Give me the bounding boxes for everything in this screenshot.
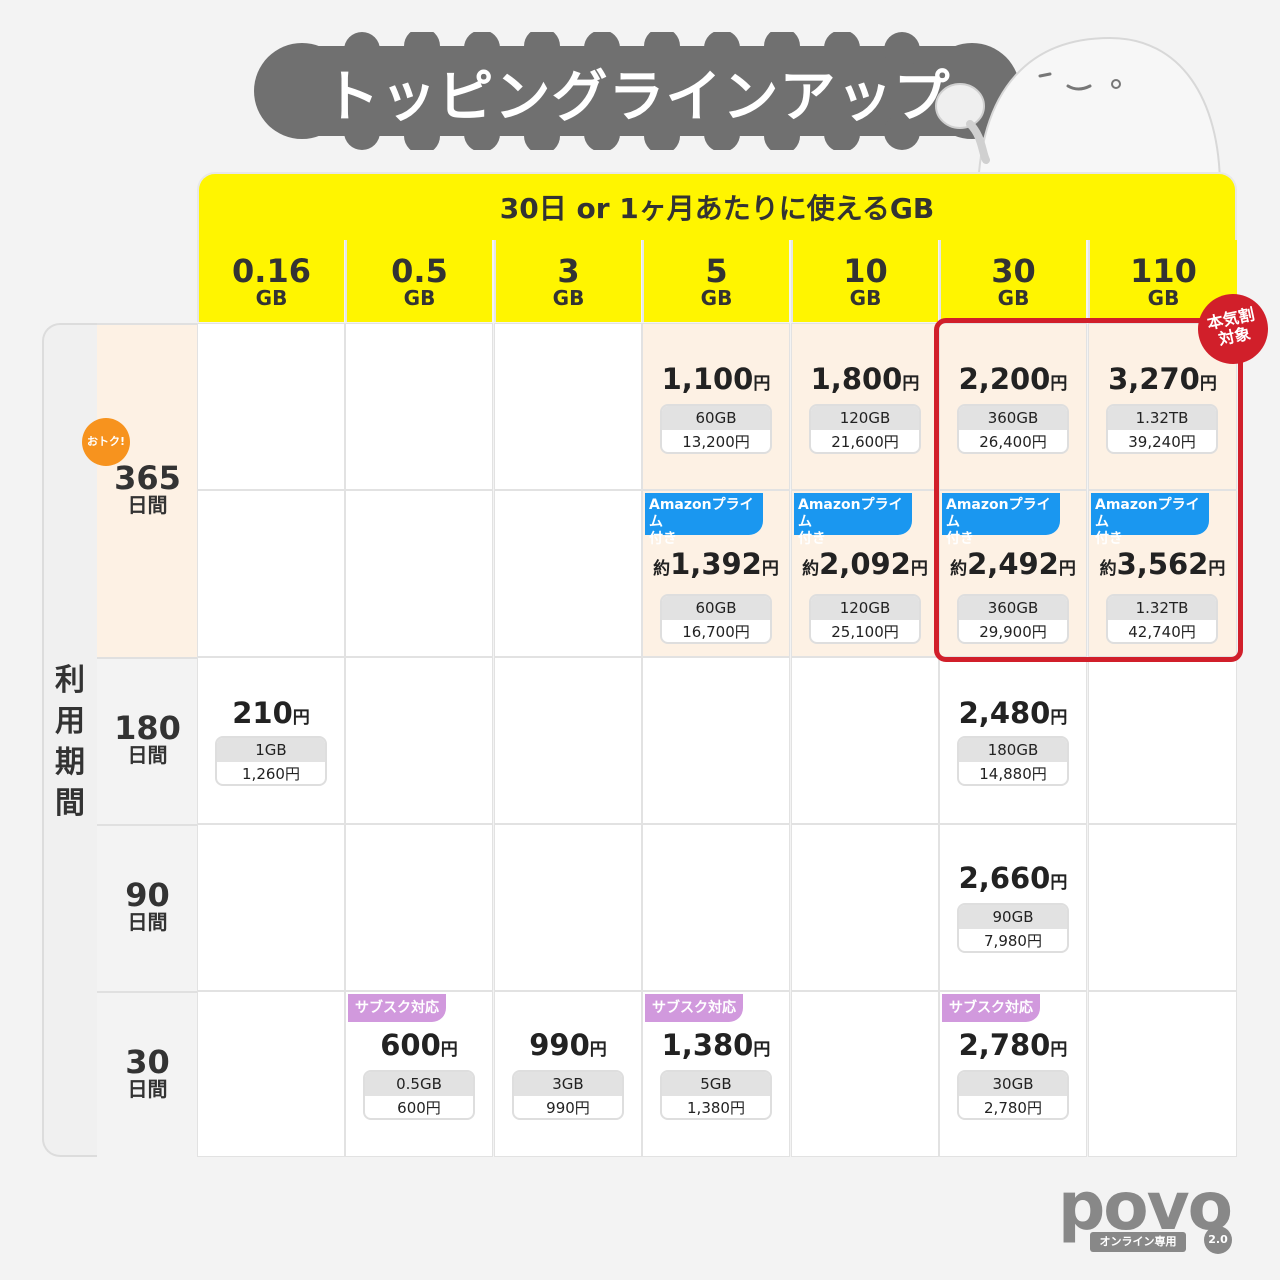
- grid-cell: [1088, 657, 1237, 824]
- mascot-ghost-icon: [935, 36, 1222, 188]
- col-head-016: 0.16 GB: [197, 240, 344, 322]
- subsc-badge: サブスク対応: [942, 994, 1040, 1022]
- plan-price: 1,100円: [661, 362, 771, 396]
- grid-cell: [791, 657, 939, 824]
- plan-cell-365-5gb-amazon[interactable]: Amazonプライム 付き 約1,392円 60GB 16,700円: [642, 490, 790, 657]
- plan-detail: 120GB 21,600円: [809, 404, 921, 454]
- row-head-30: 30 日間: [97, 991, 198, 1157]
- plan-price: 2,780円: [958, 1028, 1068, 1062]
- grid-cell: [494, 657, 642, 824]
- row-head-180: 180 日間: [97, 657, 198, 824]
- page-title: トッピングラインアップ: [323, 65, 951, 130]
- period-label: 利用期間: [55, 663, 85, 821]
- plan-detail: 1.32TB 42,740円: [1106, 594, 1218, 644]
- col-head-5: 5 GB: [642, 240, 789, 322]
- grid-cell: [642, 657, 790, 824]
- plan-detail: 30GB 2,780円: [957, 1070, 1069, 1120]
- grid-cell: [197, 991, 345, 1157]
- plan-cell-30-5gb[interactable]: サブスク対応 1,380円 5GB 1,380円: [642, 991, 790, 1157]
- plan-price: 約2,492円: [950, 547, 1076, 581]
- row-head-365: 365 日間: [97, 323, 198, 657]
- plan-detail: 0.5GB 600円: [363, 1070, 475, 1120]
- grid-cell: [1088, 824, 1237, 991]
- plan-detail: 5GB 1,380円: [660, 1070, 772, 1120]
- amazon-badge: Amazonプライム 付き: [942, 493, 1060, 547]
- plan-price: 1,800円: [810, 362, 920, 396]
- plan-cell-365-10gb[interactable]: 1,800円 120GB 21,600円: [791, 323, 939, 490]
- amazon-badge: Amazonプライム 付き: [794, 493, 912, 547]
- grid-cell: [494, 490, 642, 657]
- row-head-90: 90 日間: [97, 824, 198, 991]
- plan-detail: 60GB 16,700円: [660, 594, 772, 644]
- plan-price: 990円: [529, 1028, 607, 1062]
- grid-cell: [494, 323, 642, 490]
- grid-cell: [197, 490, 345, 657]
- subsc-badge: サブスク対応: [645, 994, 743, 1022]
- plan-cell-90-30gb[interactable]: 2,660円 90GB 7,980円: [939, 824, 1087, 991]
- amazon-badge: Amazonプライム 付き: [1091, 493, 1209, 547]
- plan-price: 2,200円: [958, 362, 1068, 396]
- col-head-30: 30 GB: [939, 240, 1086, 322]
- plan-cell-365-30gb[interactable]: 2,200円 360GB 26,400円: [939, 323, 1087, 490]
- grid-cell: [197, 824, 345, 991]
- plan-detail: 1.32TB 39,240円: [1106, 404, 1218, 454]
- plan-cell-365-10gb-amazon[interactable]: Amazonプライム 付き 約2,092円 120GB 25,100円: [791, 490, 939, 657]
- plan-cell-30-05gb[interactable]: サブスク対応 600円 0.5GB 600円: [345, 991, 493, 1157]
- plan-price: 約3,562円: [1099, 547, 1226, 581]
- plan-price: 1,380円: [661, 1028, 771, 1062]
- grid-cell: [345, 657, 493, 824]
- plan-price: 600円: [380, 1028, 458, 1062]
- period-label-column: [42, 323, 98, 1157]
- plan-detail: 1GB 1,260円: [215, 736, 327, 786]
- grid-cell: [1088, 991, 1237, 1157]
- plan-detail: 3GB 990円: [512, 1070, 624, 1120]
- plan-price: 3,270円: [1108, 362, 1217, 396]
- grid-cell: [791, 991, 939, 1157]
- povo-logo: povo オンライン専用 2.0: [1058, 1168, 1238, 1258]
- plan-price: 2,480円: [958, 696, 1068, 730]
- plan-cell-180-30gb[interactable]: 2,480円 180GB 14,880円: [939, 657, 1087, 824]
- plan-cell-30-3gb[interactable]: 990円 3GB 990円: [494, 991, 642, 1157]
- plan-cell-180-016gb[interactable]: 210円 1GB 1,260円: [197, 657, 345, 824]
- header-band: 30日 or 1ヶ月あたりに使えるGB: [197, 172, 1237, 240]
- grid-cell: [345, 490, 493, 657]
- plan-cell-365-110gb-amazon[interactable]: Amazonプライム 付き 約3,562円 1.32TB 42,740円: [1088, 490, 1237, 657]
- honki-highlight-frame: [934, 318, 1243, 662]
- grid-cell: [345, 824, 493, 991]
- grid-cell: [642, 824, 790, 991]
- plan-cell-30-30gb[interactable]: サブスク対応 2,780円 30GB 2,780円: [939, 991, 1087, 1157]
- plan-detail: 180GB 14,880円: [957, 736, 1069, 786]
- plan-price: 約1,392円: [653, 547, 779, 581]
- plan-price: 2,660円: [958, 861, 1068, 895]
- grid-cell: [494, 824, 642, 991]
- plan-cell-365-5gb[interactable]: 1,100円 60GB 13,200円: [642, 323, 790, 490]
- plan-detail: 360GB 26,400円: [957, 404, 1069, 454]
- title-cloud-shape: [254, 32, 1020, 150]
- amazon-badge: Amazonプライム 付き: [645, 493, 763, 547]
- grid-cell: [197, 323, 345, 490]
- subsc-badge: サブスク対応: [348, 994, 446, 1022]
- plan-price: 約2,092円: [802, 547, 928, 581]
- plan-detail: 90GB 7,980円: [957, 903, 1069, 953]
- col-head-3: 3 GB: [494, 240, 641, 322]
- plan-detail: 60GB 13,200円: [660, 404, 772, 454]
- plan-detail: 120GB 25,100円: [809, 594, 921, 644]
- plan-price: 210円: [232, 696, 310, 730]
- grid-cell: [345, 323, 493, 490]
- plan-cell-365-30gb-amazon[interactable]: Amazonプライム 付き 約2,492円 360GB 29,900円: [939, 490, 1087, 657]
- col-head-05: 0.5 GB: [345, 240, 492, 322]
- plan-detail: 360GB 29,900円: [957, 594, 1069, 644]
- otoku-badge: おトク!: [82, 418, 130, 466]
- col-head-10: 10 GB: [791, 240, 938, 322]
- grid-cell: [791, 824, 939, 991]
